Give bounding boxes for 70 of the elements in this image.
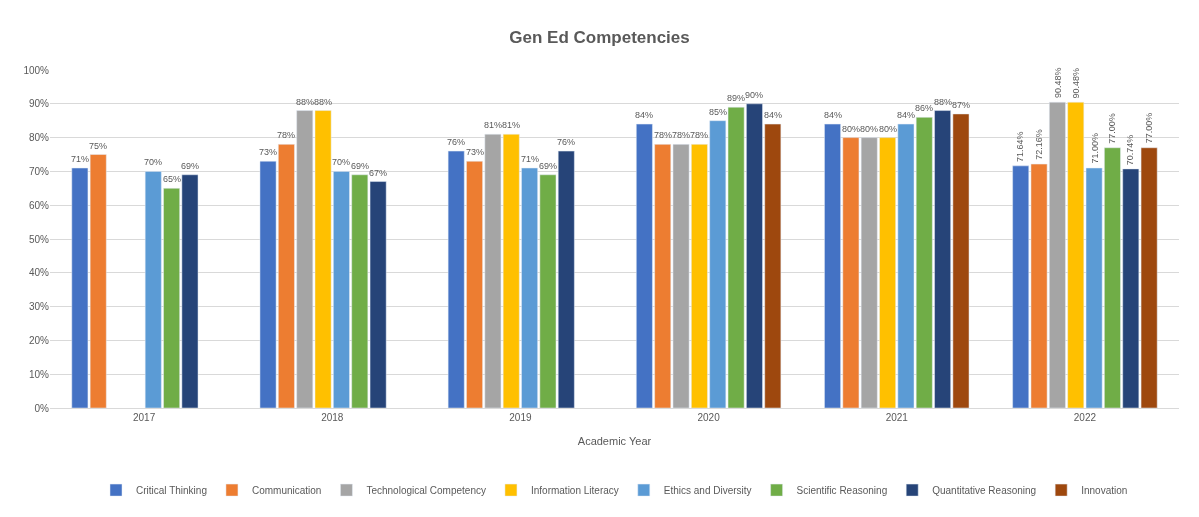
legend-label: Communication [251,485,322,496]
legend-label: Technological Competency [366,485,486,496]
x-tick-label: 2022 [1073,412,1097,423]
data-label: 90.48% [1071,67,1082,99]
x-tick-label: 2021 [885,412,909,423]
x-axis-title: Academic Year [577,435,652,448]
data-label: 84% [824,110,843,120]
data-label: 88% [314,97,333,107]
chart-title: Gen Ed Competencies [509,27,690,47]
data-label: 70.74% [1125,134,1136,166]
data-label: 70% [332,157,351,167]
data-label: 77.00% [1143,112,1154,144]
y-tick-label: 70% [28,165,50,177]
data-label: 84% [635,110,654,120]
data-label: 88% [296,97,315,107]
data-label: 87% [952,100,971,110]
data-label: 89% [727,93,746,103]
data-label: 78% [672,130,691,140]
data-label: 65% [163,174,182,184]
data-label: 78% [690,130,709,140]
data-label: 90.48% [1052,67,1063,99]
data-label: 80% [842,124,861,134]
data-label: 75% [89,141,108,151]
data-label: 71.00% [1089,133,1100,164]
data-label: 76% [447,137,466,147]
data-label: 78% [277,130,296,140]
data-label: 71% [71,154,90,164]
y-tick-label: 40% [28,267,50,279]
legend-label: Quantitative Reasoning [932,485,1037,496]
data-label: 69% [539,161,558,171]
y-tick-label: 60% [28,199,50,211]
legend-label: Information Literacy [530,485,619,496]
data-label: 72.16% [1034,129,1045,160]
x-tick-label: 2017 [132,412,156,423]
data-label: 81% [502,120,521,130]
data-label: 90% [745,90,764,100]
x-tick-label: 2018 [321,412,344,423]
x-tick-label: 2019 [509,412,532,423]
y-tick-label: 30% [28,301,50,313]
data-label: 69% [351,161,370,171]
data-label: 67% [369,168,388,178]
data-label: 73% [259,147,278,157]
y-tick-label: 50% [28,233,50,245]
legend-label: Ethics and Diversity [663,485,752,496]
data-label: 76% [557,137,576,147]
y-tick-label: 20% [28,334,50,346]
data-label: 84% [897,110,916,120]
data-label: 80% [879,124,898,134]
data-label: 77.00% [1107,113,1118,144]
x-tick-label: 2020 [697,412,721,423]
data-label: 69% [181,161,200,171]
data-label: 84% [764,110,783,120]
y-tick-label: 90% [28,98,50,110]
y-tick-label: 80% [28,132,50,144]
legend-label: Critical Thinking [136,485,207,496]
data-label: 78% [654,130,673,140]
legend-label: Scientific Reasoning [796,485,888,496]
data-label: 81% [484,120,503,130]
data-label: 71.64% [1015,131,1026,163]
data-label: 88% [934,97,953,107]
y-tick-label: 10% [28,368,50,380]
legend-label: Innovation [1081,485,1128,496]
y-tick-label: 100% [23,64,50,76]
data-label: 80% [860,124,879,134]
y-tick-label: 0% [34,402,50,414]
data-label: 70% [144,157,163,167]
data-label: 86% [915,103,934,113]
data-label: 73% [466,147,485,157]
data-label: 85% [709,107,728,117]
data-label: 71% [521,154,540,164]
